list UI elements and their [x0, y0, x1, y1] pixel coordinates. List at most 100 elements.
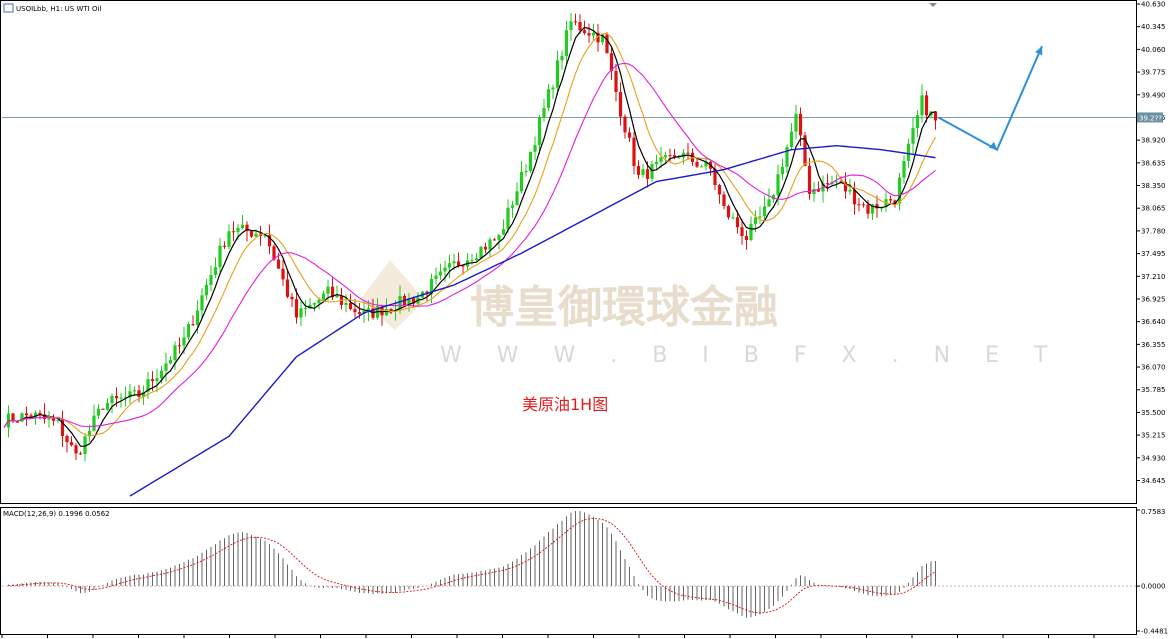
candle-body: [137, 390, 141, 397]
candle-body: [699, 166, 704, 168]
candle-body: [83, 436, 87, 454]
candle-body: [623, 116, 627, 133]
candle-body: [596, 32, 600, 43]
candle-body: [276, 259, 281, 269]
price-tick-label: 35.215: [1141, 432, 1166, 440]
candle-body: [749, 223, 753, 240]
candle-body: [735, 217, 740, 228]
price-tick-label: 35.500: [1141, 409, 1166, 417]
candle-body: [186, 324, 191, 338]
candle-body: [654, 161, 659, 165]
candle-body: [906, 143, 911, 161]
candle-body: [812, 188, 816, 194]
moving-average-line: [3, 32, 936, 437]
candle-body: [492, 239, 497, 241]
price-tick-label: 34.645: [1141, 477, 1166, 485]
candle-body: [767, 199, 771, 207]
candle-body: [587, 33, 591, 36]
candle-body: [663, 155, 668, 158]
candle-body: [155, 378, 159, 382]
candle-body: [452, 261, 456, 264]
candle-body: [330, 286, 335, 298]
candle-body: [128, 391, 132, 398]
current-price-tag: [1137, 112, 1163, 123]
candle-body: [542, 107, 546, 118]
macd-panel: [0, 507, 1137, 635]
candle-body: [740, 227, 744, 237]
chart-window-icon: [3, 3, 14, 13]
candle-body: [15, 421, 20, 423]
candle-body: [348, 302, 353, 310]
candle-body: [753, 217, 758, 224]
price-tick-label: 40.060: [1141, 46, 1166, 54]
candle-body: [798, 113, 803, 136]
candle-body: [785, 147, 789, 167]
candle-body: [924, 95, 929, 116]
candle-body: [726, 206, 731, 218]
candle-body: [209, 275, 213, 285]
candle-body: [105, 403, 110, 410]
candle-body: [564, 30, 569, 56]
candle-body: [267, 235, 272, 247]
candle-body: [861, 204, 866, 206]
candle-body: [398, 295, 402, 311]
candle-body: [47, 418, 51, 420]
candle-body: [713, 168, 717, 185]
candle-body: [11, 413, 15, 422]
candle-body: [411, 298, 416, 304]
price-tick-label: 36.070: [1141, 364, 1166, 372]
candle-body: [618, 92, 623, 117]
price-tick-label: 35.785: [1141, 386, 1166, 394]
candle-body: [335, 295, 339, 298]
candle-body: [213, 267, 218, 276]
macd-axis: 0.7583 0.0000 -0.4481: [1136, 508, 1168, 636]
candle-body: [641, 169, 645, 175]
candle-body: [528, 151, 533, 172]
candle-body: [299, 308, 303, 318]
candle-body: [159, 370, 164, 379]
candle-body: [168, 359, 173, 364]
candle-body: [240, 224, 245, 228]
price-tick-label: 38.635: [1141, 159, 1166, 167]
candle-body: [848, 189, 852, 192]
candle-body: [497, 234, 501, 241]
candle-body: [506, 207, 510, 230]
candle-body: [789, 131, 794, 148]
candle-body: [366, 308, 371, 312]
candle-body: [600, 34, 605, 43]
candle-body: [96, 408, 101, 416]
candle-body: [758, 216, 762, 218]
watermark-brand: 博皇御環球金融: [470, 282, 778, 333]
candle-body: [308, 304, 312, 309]
candle-body: [92, 415, 96, 431]
candle-body: [645, 169, 650, 179]
candle-body: [429, 278, 434, 295]
candle-body: [519, 171, 524, 192]
candle-body: [636, 165, 641, 175]
price-tick-label: 37.495: [1141, 250, 1166, 258]
candle-body: [875, 204, 879, 209]
candle-body: [303, 308, 308, 310]
symbol-header: USOILbb, H1: US WTI Oil: [16, 5, 101, 13]
candle-body: [560, 55, 564, 61]
candle-body: [807, 165, 812, 194]
price-tick-label: 37.210: [1141, 273, 1166, 281]
candle-body: [114, 396, 119, 399]
price-tick-label: 38.920: [1141, 137, 1166, 145]
candle-body: [609, 53, 614, 71]
candle-body: [146, 379, 150, 392]
candle-body: [582, 30, 587, 34]
candle-body: [780, 166, 785, 175]
candle-body: [569, 21, 573, 31]
price-tick-label: 36.925: [1141, 295, 1166, 303]
candle-body: [177, 345, 182, 347]
candle-body: [744, 236, 749, 240]
candle-body: [200, 295, 204, 311]
candle-body: [353, 309, 357, 313]
candle-body: [222, 245, 227, 247]
candle-body: [164, 363, 168, 371]
candle-body: [29, 415, 33, 418]
price-tick-label: 34.930: [1141, 454, 1166, 462]
price-tick-label: 37.780: [1141, 227, 1166, 235]
time-axis: [1, 634, 1095, 638]
